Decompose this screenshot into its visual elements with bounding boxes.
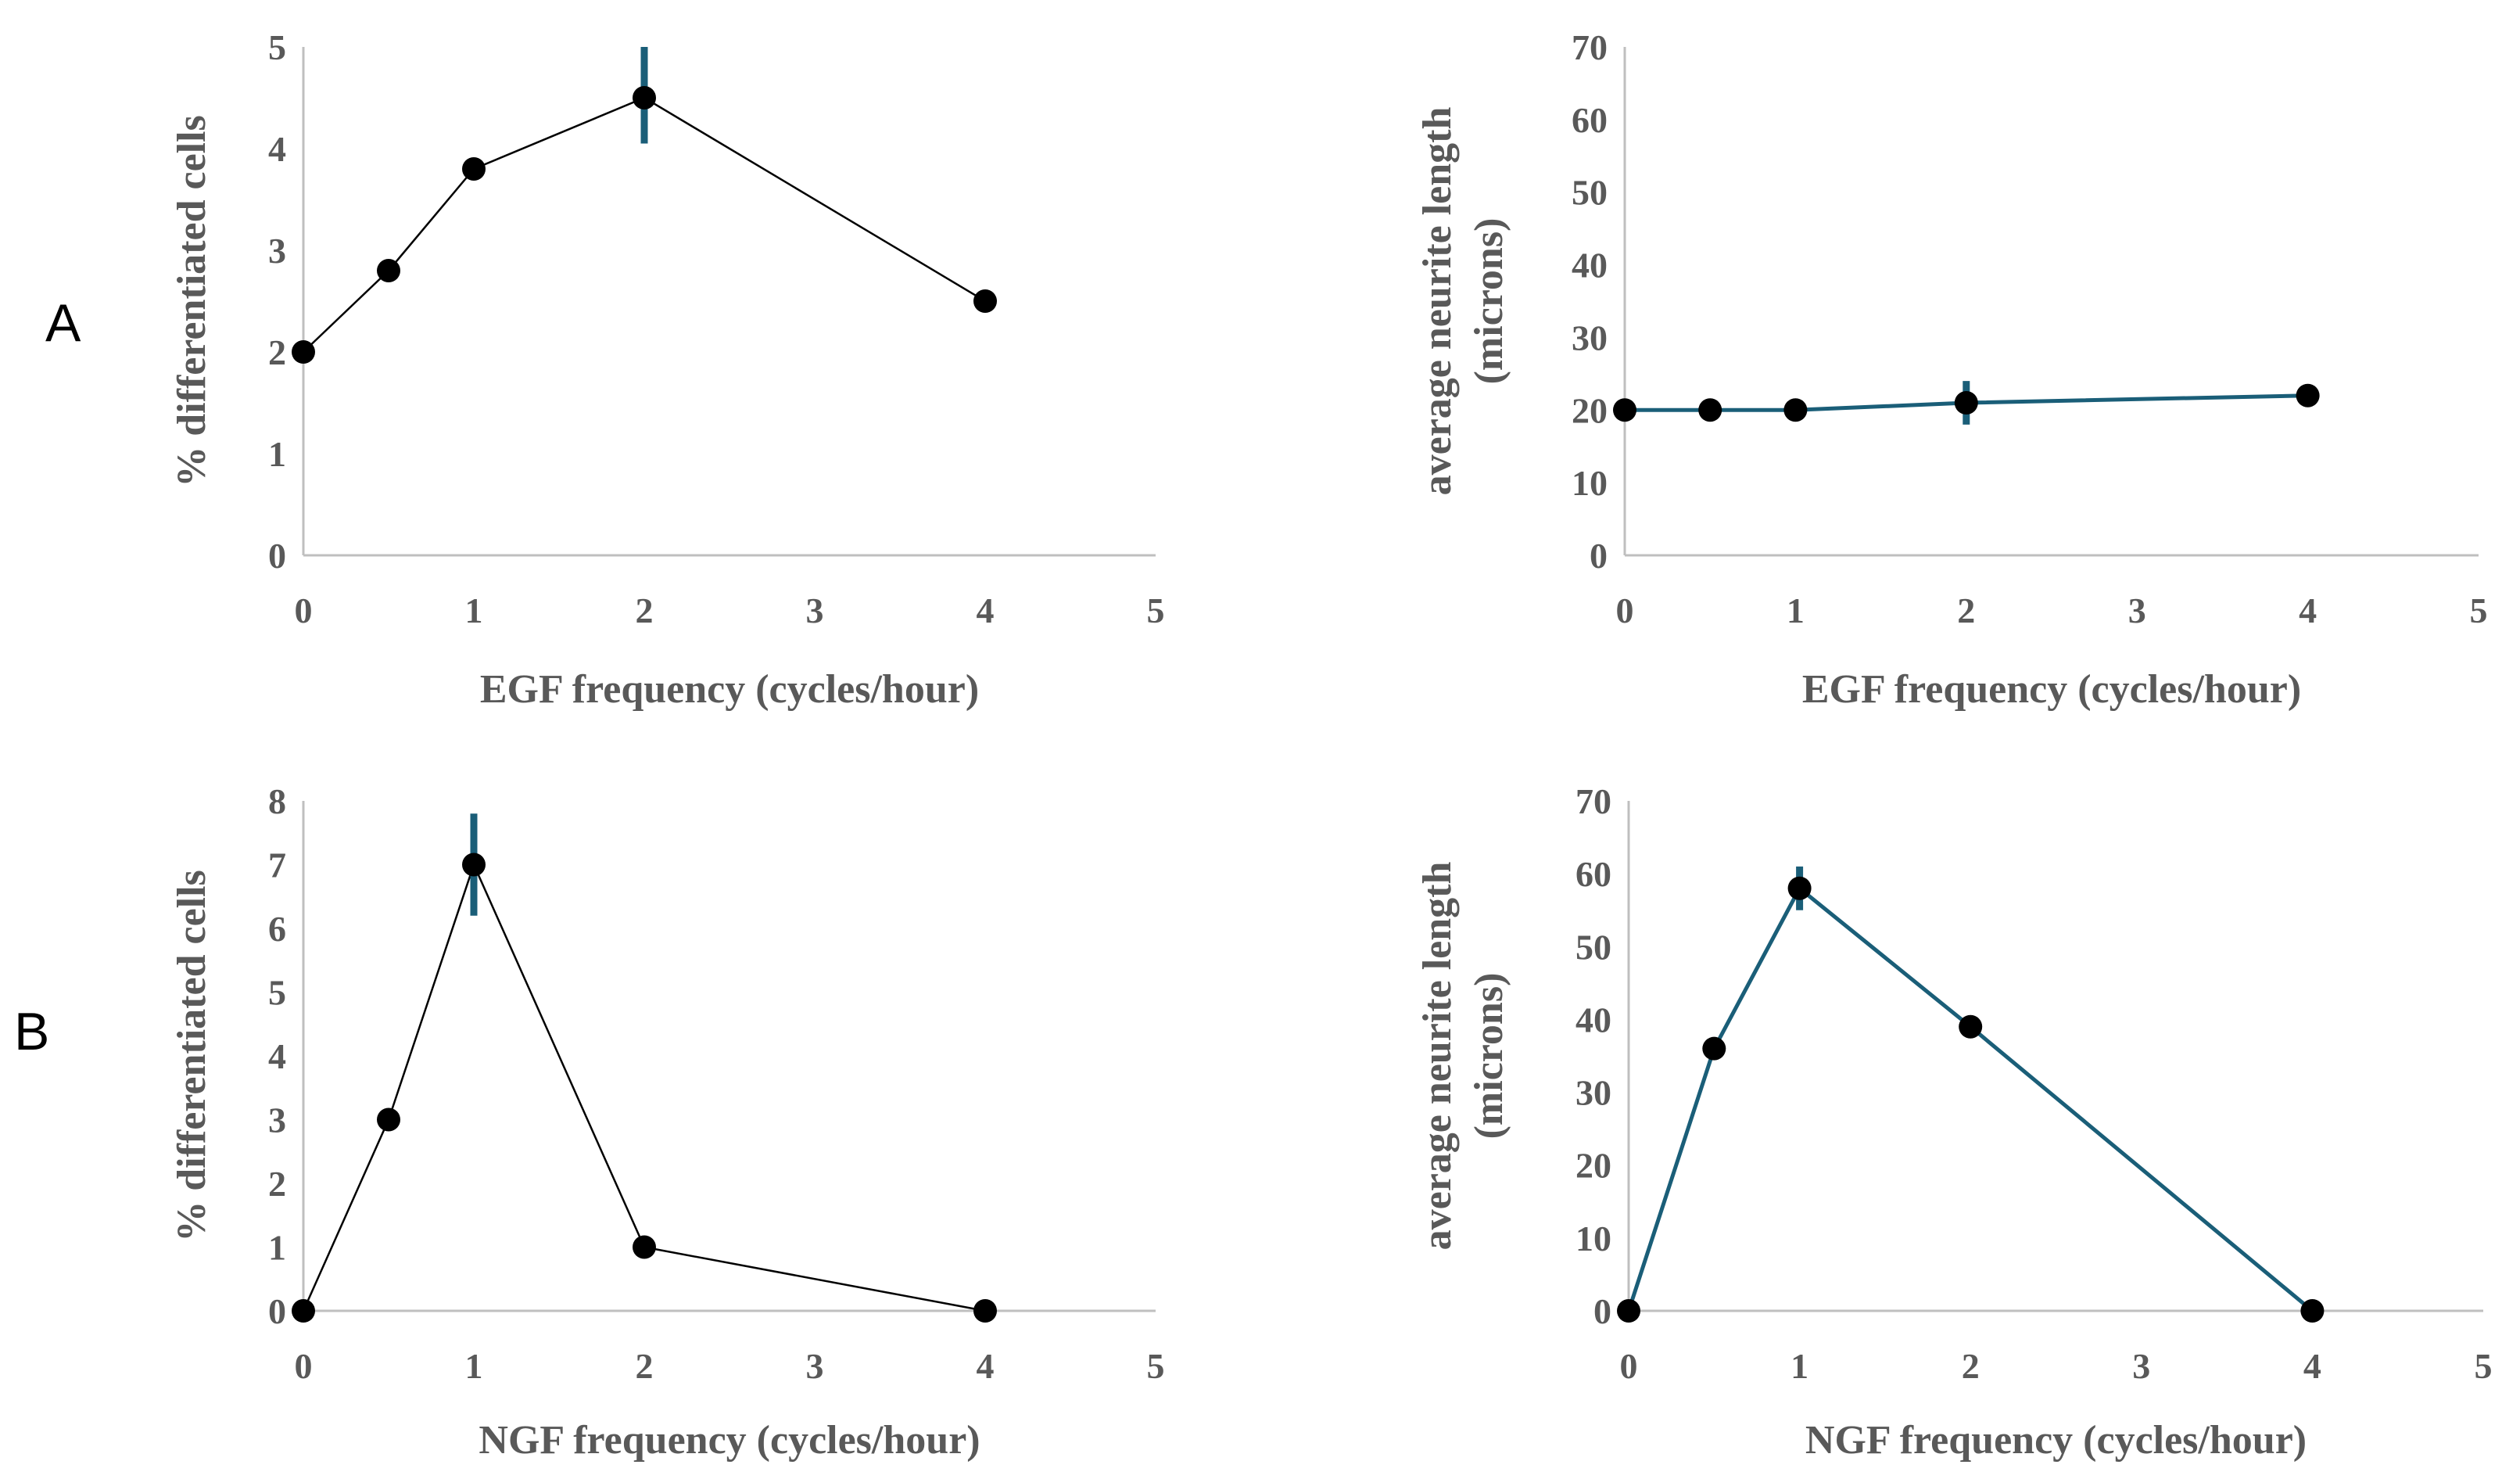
series-line — [1626, 885, 2314, 1312]
x-tick-label: 0 — [295, 591, 313, 630]
data-point — [2300, 1299, 2325, 1323]
y-tick-label: 0 — [1590, 536, 1608, 576]
x-tick-label: 1 — [465, 591, 483, 630]
y-tick-label: 0 — [268, 536, 286, 576]
x-tick-label: 4 — [977, 591, 995, 630]
chart-ngf-diff: 0 1 2 3 4 5 6 7 8 0 1 2 3 4 5 NGF frequency (cycles/hou… — [170, 781, 1165, 1463]
data-point — [1787, 876, 1812, 900]
y-tick-label: 20 — [1572, 390, 1608, 430]
y-tick-label: 7 — [268, 845, 286, 885]
x-tick-label: 2 — [1962, 1346, 1980, 1386]
x-tick-label: 3 — [2128, 591, 2146, 630]
data-point — [1617, 1299, 1640, 1323]
x-tick-label: 5 — [1147, 1346, 1165, 1386]
x-tick-label: 4 — [2299, 591, 2317, 630]
y-tick-label: 2 — [268, 1164, 286, 1204]
data-point — [633, 1235, 656, 1259]
data-point — [1702, 1036, 1726, 1061]
chart-egf-diff: 0 1 2 3 4 5 0 1 2 3 4 5 EGF frequency (cycles/hour)%… — [170, 27, 1165, 712]
y-tick-label: 1 — [268, 434, 286, 474]
data-point — [973, 1299, 997, 1323]
x-tick-label: 4 — [977, 1346, 995, 1386]
data-point — [1783, 398, 1808, 422]
x-tick-label: 1 — [1787, 591, 1805, 630]
panel-letter-b: B — [14, 1002, 49, 1061]
y-tick-label: 10 — [1575, 1219, 1611, 1258]
x-tick-label: 3 — [806, 591, 824, 630]
y-tick-label: 40 — [1572, 246, 1608, 285]
y-tick-label: 10 — [1572, 463, 1608, 503]
data-point — [1954, 391, 1978, 415]
x-tick-label: 2 — [636, 1346, 654, 1386]
data-point — [377, 259, 400, 282]
x-axis-title: NGF frequency (cycles/hour) — [479, 1418, 980, 1463]
y-tick-label: 40 — [1575, 1000, 1611, 1039]
y-axis-title: % differentiated cells — [170, 870, 214, 1242]
x-tick-label: 0 — [1620, 1346, 1638, 1386]
x-tick-label: 1 — [1791, 1346, 1808, 1386]
y-tick-label: 50 — [1575, 927, 1611, 967]
y-tick-label: 60 — [1575, 854, 1611, 894]
y-tick-label: 0 — [1593, 1291, 1611, 1331]
x-tick-label: 1 — [465, 1346, 483, 1386]
data-point — [1698, 398, 1722, 422]
x-tick-label: 5 — [2470, 591, 2488, 630]
data-point — [1959, 1014, 1983, 1039]
y-tick-label: 3 — [268, 231, 286, 271]
x-tick-label: 2 — [636, 591, 654, 630]
y-axis-title: average neurite length — [1415, 107, 1460, 496]
y-tick-label: 30 — [1572, 318, 1608, 357]
y-tick-label: 5 — [268, 27, 286, 67]
y-axis-title-units: (microns) — [1467, 973, 1511, 1140]
x-axis-title: EGF frequency (cycles/hour) — [1802, 667, 2301, 712]
y-tick-label: 2 — [268, 332, 286, 372]
data-point — [462, 853, 486, 877]
x-axis-title: EGF frequency (cycles/hour) — [480, 667, 979, 712]
x-tick-label: 0 — [1616, 591, 1634, 630]
data-point — [462, 157, 486, 181]
y-tick-label: 50 — [1572, 173, 1608, 213]
y-tick-label: 1 — [268, 1228, 286, 1268]
y-tick-label: 5 — [268, 973, 286, 1013]
chart-ngf-neurite: 0 10 20 30 40 50 60 70 0 1 2 3 4 5 NGF frequency (cycl… — [1415, 781, 2493, 1463]
y-tick-label: 4 — [268, 1036, 286, 1076]
y-tick-label: 3 — [268, 1100, 286, 1140]
x-tick-label: 2 — [1957, 591, 1975, 630]
x-tick-label: 3 — [806, 1346, 824, 1386]
y-tick-label: 60 — [1572, 100, 1608, 140]
panel-letter-a: A — [45, 293, 81, 353]
data-point — [2296, 383, 2320, 407]
y-tick-label: 20 — [1575, 1146, 1611, 1186]
data-point — [292, 340, 315, 364]
x-tick-label: 5 — [2475, 1346, 2493, 1386]
data-point — [292, 1299, 315, 1323]
y-tick-label: 6 — [268, 909, 286, 949]
data-point — [973, 289, 997, 313]
x-tick-label: 4 — [2303, 1346, 2321, 1386]
y-tick-label: 0 — [268, 1291, 286, 1331]
data-point — [1613, 398, 1636, 422]
y-axis-title: average neurite length — [1415, 862, 1460, 1251]
x-tick-label: 0 — [295, 1346, 313, 1386]
x-axis-title: NGF frequency (cycles/hour) — [1805, 1418, 2307, 1463]
y-axis-title-units: (microns) — [1467, 218, 1511, 385]
chart-egf-neurite: 0 10 20 30 40 50 60 70 0 1 2 3 4 5 EGF frequency (cycl… — [1415, 27, 2488, 712]
y-tick-label: 4 — [268, 129, 286, 169]
y-tick-label: 70 — [1575, 781, 1611, 821]
y-axis-title: % differentiated cells — [170, 115, 214, 487]
x-tick-label: 5 — [1147, 591, 1165, 630]
x-tick-label: 3 — [2132, 1346, 2150, 1386]
y-tick-label: 70 — [1572, 27, 1608, 67]
data-point — [377, 1107, 400, 1132]
y-tick-label: 8 — [268, 781, 286, 821]
data-point — [633, 86, 656, 109]
y-tick-label: 30 — [1575, 1073, 1611, 1113]
